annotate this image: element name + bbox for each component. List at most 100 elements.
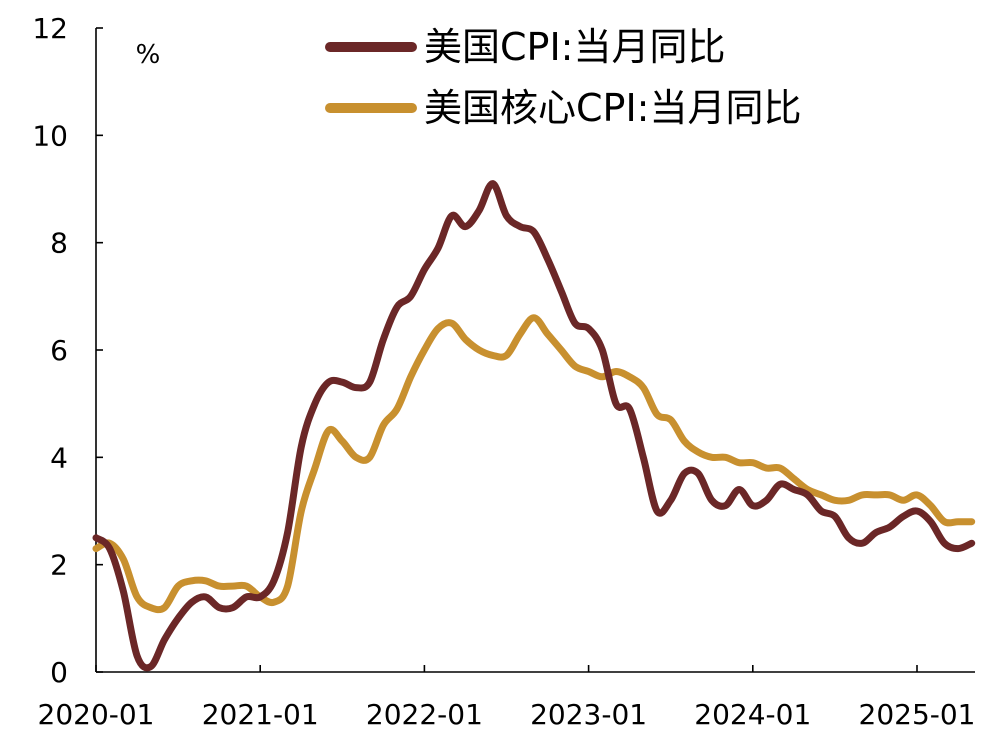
cpi-point-2024-04 xyxy=(791,487,797,493)
core-cpi-point-2023-07 xyxy=(668,417,674,423)
cpi-point-2024-03 xyxy=(777,481,783,487)
cpi-point-2021-04 xyxy=(298,444,304,450)
cpi-point-2023-01 xyxy=(586,326,592,332)
core-cpi-point-2024-02 xyxy=(764,465,770,471)
core-cpi-point-2022-11 xyxy=(558,347,564,353)
cpi-point-2023-04 xyxy=(627,406,633,412)
cpi-point-2024-08 xyxy=(846,535,852,541)
core-cpi-point-2020-04 xyxy=(134,594,140,600)
cpi-point-2023-03 xyxy=(613,401,619,407)
axes xyxy=(95,27,975,673)
core-cpi-point-2023-03 xyxy=(613,369,619,375)
core-cpi-point-2023-08 xyxy=(681,438,687,444)
cpi-point-2024-12 xyxy=(900,513,906,519)
core-cpi-point-2022-03 xyxy=(449,320,455,326)
core-cpi-point-2023-06 xyxy=(654,411,660,417)
cpi-point-2022-01 xyxy=(421,267,427,273)
cpi-point-2022-04 xyxy=(462,224,468,230)
cpi-point-2020-12 xyxy=(244,594,250,600)
cpi-point-2022-11 xyxy=(558,288,564,294)
cpi-point-2020-06 xyxy=(161,637,167,643)
core-cpi-point-2025-01 xyxy=(914,492,920,498)
core-cpi-point-2024-11 xyxy=(887,492,893,498)
cpi-point-2024-01 xyxy=(750,503,756,509)
cpi-point-2025-05 xyxy=(969,540,975,546)
cpi-point-2021-07 xyxy=(339,379,345,385)
core-cpi-point-2023-11 xyxy=(722,454,728,460)
core-cpi-point-2021-12 xyxy=(408,374,414,380)
cpi-point-2024-06 xyxy=(818,508,824,514)
series-line-core-cpi xyxy=(92,314,976,614)
core-cpi-point-2021-05 xyxy=(312,465,318,471)
core-cpi-point-2022-02 xyxy=(435,326,441,332)
core-cpi-point-2020-08 xyxy=(189,578,195,584)
core-cpi-point-2021-07 xyxy=(339,438,345,444)
cpi-point-2022-05 xyxy=(476,208,482,214)
cpi-point-2021-09 xyxy=(367,379,373,385)
legend-label-core-cpi: 美国核心CPI:当月同比 xyxy=(424,86,801,130)
core-cpi-point-2023-04 xyxy=(627,374,633,380)
cpi-point-2022-03 xyxy=(449,213,455,219)
cpi-point-2021-01 xyxy=(257,594,263,600)
x-tick-label: 2022-01 xyxy=(366,698,483,731)
cpi-point-2025-03 xyxy=(941,540,947,546)
y-tick-label: 0 xyxy=(50,656,68,689)
y-tick-label: 12 xyxy=(32,12,68,45)
core-cpi-point-2024-10 xyxy=(873,492,879,498)
core-cpi-point-2020-05 xyxy=(148,605,154,611)
core-cpi-point-2025-02 xyxy=(928,503,934,509)
x-tick-label: 2024-01 xyxy=(694,698,811,731)
core-cpi-point-2024-06 xyxy=(818,492,824,498)
cpi-point-2022-06 xyxy=(490,181,496,187)
x-tick-label: 2023-01 xyxy=(530,698,647,731)
core-cpi-point-2022-12 xyxy=(572,363,578,369)
x-tick-label: 2021-01 xyxy=(202,698,319,731)
cpi-point-2024-02 xyxy=(764,497,770,503)
series-line-cpi xyxy=(92,180,976,672)
cpi-point-2023-02 xyxy=(599,347,605,353)
cpi-point-2020-09 xyxy=(203,594,209,600)
cpi-point-2024-09 xyxy=(859,540,865,546)
y-tick-label: 2 xyxy=(50,549,68,582)
cpi-point-2022-09 xyxy=(531,229,537,235)
core-cpi-point-2025-04 xyxy=(955,519,961,525)
core-cpi-point-2020-11 xyxy=(230,583,236,589)
core-cpi-point-2022-01 xyxy=(421,347,427,353)
core-cpi-point-2023-09 xyxy=(695,449,701,455)
cpi-point-2021-05 xyxy=(312,401,318,407)
core-cpi-point-2021-09 xyxy=(367,454,373,460)
core-cpi-point-2020-10 xyxy=(216,583,222,589)
core-cpi-point-2024-01 xyxy=(750,460,756,466)
y-tick-label: 6 xyxy=(50,334,68,367)
cpi-point-2020-11 xyxy=(230,605,236,611)
y-tick-label: 10 xyxy=(32,119,68,152)
cpi-point-2023-07 xyxy=(668,497,674,503)
core-cpi-point-2021-11 xyxy=(394,406,400,412)
cpi-point-2020-05 xyxy=(148,664,154,670)
core-cpi-point-2021-06 xyxy=(326,428,332,434)
cpi-point-2021-08 xyxy=(353,385,359,391)
core-cpi-point-2022-08 xyxy=(517,331,523,337)
core-cpi-point-2020-07 xyxy=(175,583,181,589)
cpi-point-2025-02 xyxy=(928,519,934,525)
core-cpi-point-2025-03 xyxy=(941,519,947,525)
series-layer xyxy=(92,180,976,672)
core-cpi-point-2024-04 xyxy=(791,476,797,482)
cpi-point-2023-11 xyxy=(722,503,728,509)
x-tick-label: 2025-01 xyxy=(859,698,976,731)
core-cpi-point-2021-08 xyxy=(353,454,359,460)
cpi-point-2024-10 xyxy=(873,530,879,536)
core-cpi-point-2020-06 xyxy=(161,605,167,611)
cpi-point-2025-04 xyxy=(955,546,961,552)
core-cpi-point-2020-01 xyxy=(93,546,99,552)
core-cpi-point-2022-07 xyxy=(504,352,510,358)
core-cpi-point-2023-05 xyxy=(640,385,646,391)
cpi-point-2022-08 xyxy=(517,224,523,230)
legend-label-cpi: 美国CPI:当月同比 xyxy=(424,25,725,69)
x-tick-label: 2020-01 xyxy=(38,698,155,731)
core-cpi-point-2022-05 xyxy=(476,347,482,353)
cpi-point-2025-01 xyxy=(914,508,920,514)
cpi-point-2022-10 xyxy=(545,256,551,262)
cpi-point-2021-10 xyxy=(380,336,386,342)
